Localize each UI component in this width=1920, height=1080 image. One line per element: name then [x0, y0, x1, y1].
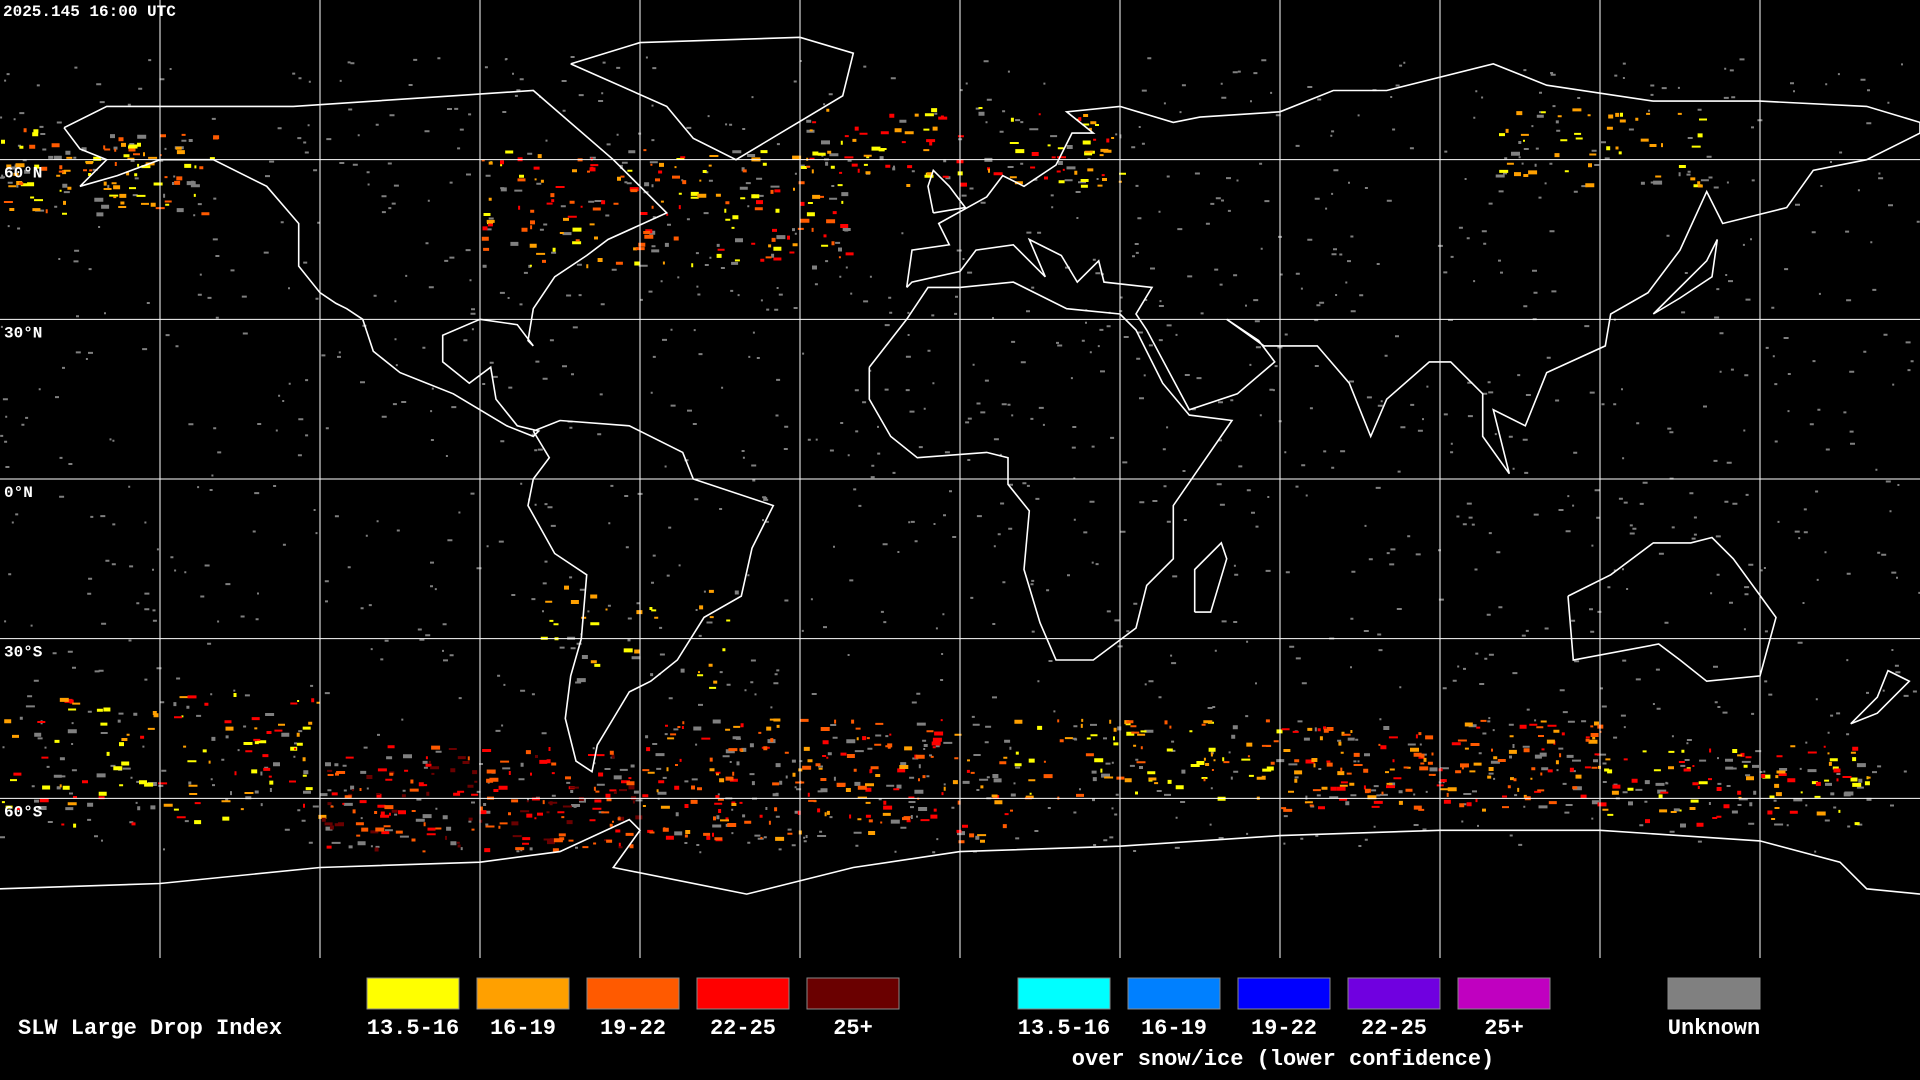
legend-label: Unknown [1668, 1016, 1760, 1041]
graticule [0, 0, 1920, 958]
legend-label: 19-22 [1251, 1016, 1317, 1041]
latitude-label: 60°N [4, 165, 42, 183]
legend-swatch [1237, 977, 1331, 1010]
legend-swatch [696, 977, 790, 1010]
coastline [1652, 239, 1719, 315]
coastline [1850, 669, 1911, 725]
latitude-label: 60°S [4, 803, 43, 821]
legend-swatch [1457, 977, 1551, 1010]
timestamp: 2025.145 16:00 UTC [3, 3, 176, 21]
legend-swatch [586, 977, 680, 1010]
coastline [1567, 536, 1777, 683]
legend-swatch [366, 977, 460, 1010]
legend-label: 16-19 [490, 1016, 556, 1041]
legend-swatch [1347, 977, 1441, 1010]
legend-label: 19-22 [600, 1016, 666, 1041]
coastline [868, 281, 1234, 661]
legend: SLW Large Drop Index over snow/ice (lowe… [18, 977, 1761, 1072]
legend-swatch [1667, 977, 1761, 1010]
legend-label: 22-25 [1361, 1016, 1427, 1041]
legend-swatch [806, 977, 900, 1010]
legend-swatch [1127, 977, 1221, 1010]
legend-label: 25+ [833, 1016, 873, 1041]
legend-label: 16-19 [1141, 1016, 1207, 1041]
coastline [905, 63, 1920, 475]
legend-label: 13.5-16 [367, 1016, 459, 1041]
latitude-labels: 60°N 30°N 0°N 30°S 60°S [4, 165, 43, 822]
latitude-label: 0°N [4, 484, 33, 502]
coastline [1193, 541, 1228, 613]
coastline [570, 36, 855, 161]
legend-label: 13.5-16 [1018, 1016, 1110, 1041]
latitude-label: 30°S [4, 644, 43, 662]
legend-swatch [1017, 977, 1111, 1010]
coastline [63, 89, 669, 438]
legend-label: 25+ [1484, 1016, 1524, 1041]
latitude-label: 30°N [4, 324, 42, 342]
snow-ice-caption: over snow/ice (lower confidence) [1072, 1047, 1494, 1072]
legend-title: SLW Large Drop Index [18, 1016, 282, 1041]
legend-swatch [476, 977, 570, 1010]
legend-label: 22-25 [710, 1016, 776, 1041]
